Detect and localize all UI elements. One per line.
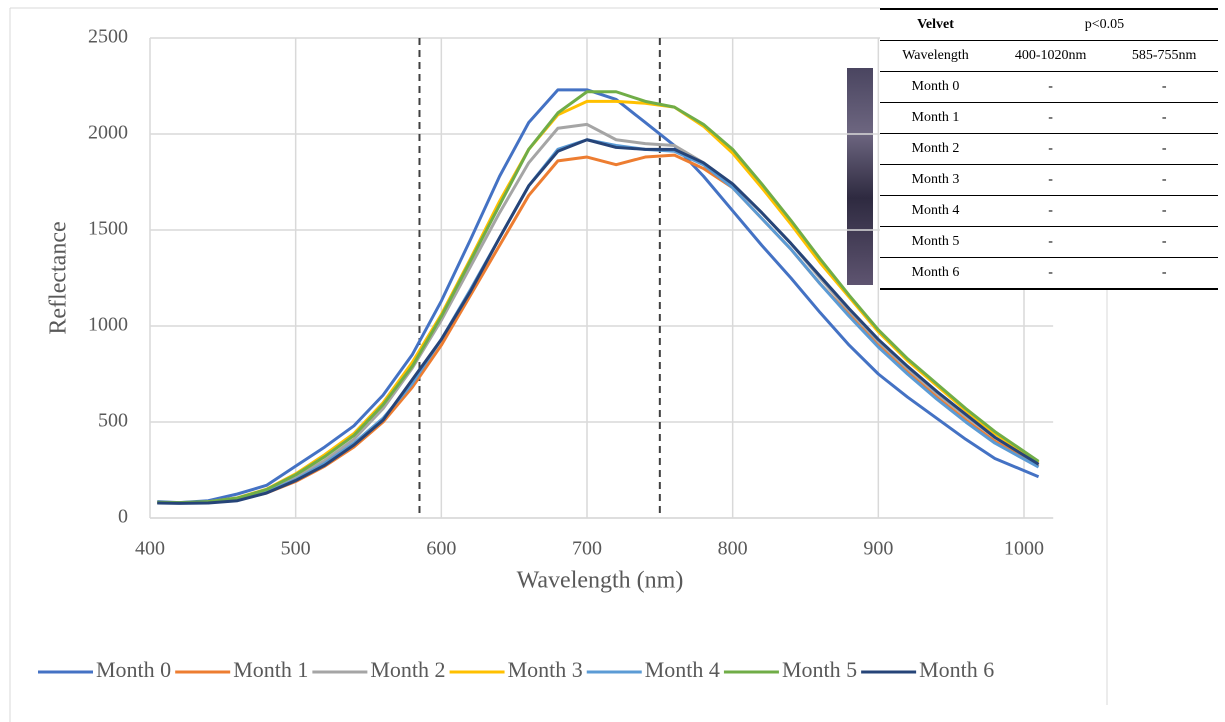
table-cell: -	[990, 164, 1111, 196]
table-cell: -	[990, 226, 1111, 258]
fabric-image	[847, 68, 873, 285]
table-cell: Month 6	[880, 257, 991, 290]
table-cell: -	[990, 133, 1111, 165]
table-cell: -	[990, 257, 1111, 290]
header-cell: 585-755nm	[1110, 40, 1218, 72]
legend-label: Month 3	[508, 657, 583, 682]
x-tick-label: 400	[135, 538, 165, 560]
legend-label: Month 4	[645, 657, 720, 682]
legend-label: Month 1	[233, 657, 308, 682]
x-tick-label: 500	[281, 538, 311, 560]
x-tick-label: 1000	[1004, 538, 1044, 560]
table-cell: -	[1110, 71, 1218, 103]
table-row: Month 0--	[880, 71, 1218, 103]
table-cell: Month 5	[880, 226, 991, 258]
table-cell: Month 0	[880, 71, 991, 103]
table-subtitle: p<0.05	[990, 8, 1218, 41]
x-axis-title: Wavelength (nm)	[517, 568, 684, 594]
legend-label: Month 2	[370, 657, 445, 682]
table-cell: -	[1110, 102, 1218, 134]
y-tick-label: 0	[118, 506, 128, 528]
x-tick-label: 600	[426, 538, 456, 560]
y-tick-label: 2000	[88, 122, 128, 144]
series-line	[157, 138, 1040, 505]
table-row: Month 4--	[880, 195, 1218, 227]
table-cell: Month 1	[880, 102, 991, 134]
y-tick-label: 2500	[88, 26, 128, 48]
y-tick-label: 1000	[88, 314, 128, 336]
table-cell: Month 3	[880, 164, 991, 196]
legend-label: Month 0	[96, 657, 171, 682]
x-tick-label: 900	[863, 538, 893, 560]
table-title: Velvet	[880, 8, 991, 41]
table-cell: -	[990, 102, 1111, 134]
header-cell: Wavelength	[880, 40, 991, 72]
x-tick-label: 700	[572, 538, 602, 560]
y-axis-title: Reflectance	[46, 221, 72, 334]
y-tick-label: 1500	[88, 218, 128, 240]
table-cell: -	[990, 71, 1111, 103]
table-row: Month 5--	[880, 226, 1218, 258]
table-cell: -	[1110, 195, 1218, 227]
table-row: Month 3--	[880, 164, 1218, 196]
legend-label: Month 5	[782, 657, 857, 682]
table-cell: -	[990, 195, 1111, 227]
x-tick-label: 800	[718, 538, 748, 560]
table-cell: Month 4	[880, 195, 991, 227]
stats-table: Velvet p<0.05 Wavelength 400-1020nm 585-755…	[880, 8, 1218, 290]
header-cell: 400-1020nm	[990, 40, 1111, 72]
series-line	[157, 90, 1040, 505]
table-cell: -	[1110, 164, 1218, 196]
table-cell: -	[1110, 226, 1218, 258]
table-row: Month 2--	[880, 133, 1218, 165]
series-line	[157, 88, 1040, 505]
table-row: Month 6--	[880, 257, 1218, 290]
legend-label: Month 6	[919, 657, 994, 682]
table-cell: Month 2	[880, 133, 991, 165]
y-tick-label: 500	[98, 410, 128, 432]
table-row: Month 1--	[880, 102, 1218, 134]
table-cell: -	[1110, 257, 1218, 290]
table-cell: -	[1110, 133, 1218, 165]
